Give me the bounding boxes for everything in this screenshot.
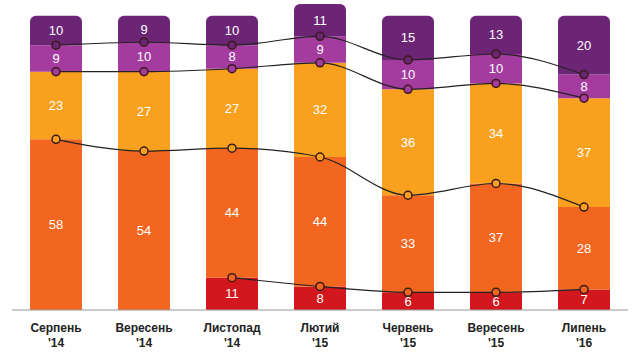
svg-text:11: 11: [225, 286, 239, 301]
svg-text:Вересень'14: Вересень'14: [115, 321, 172, 350]
svg-text:13: 13: [489, 27, 503, 42]
svg-text:Лютий'15: Лютий'15: [301, 321, 340, 350]
svg-text:32: 32: [313, 102, 327, 117]
svg-text:27: 27: [137, 104, 151, 119]
svg-text:36: 36: [401, 135, 415, 150]
svg-text:37: 37: [577, 145, 591, 160]
svg-text:Червень'15: Червень'15: [383, 321, 434, 350]
svg-text:10: 10: [401, 67, 415, 82]
svg-text:Листопад'14: Листопад'14: [203, 321, 260, 350]
svg-text:15: 15: [401, 30, 415, 45]
svg-text:28: 28: [577, 241, 591, 256]
svg-text:44: 44: [225, 205, 239, 220]
svg-text:10: 10: [49, 23, 63, 38]
svg-text:7: 7: [580, 292, 587, 307]
svg-text:54: 54: [137, 223, 151, 238]
svg-text:6: 6: [404, 294, 411, 309]
svg-text:20: 20: [577, 38, 591, 53]
svg-text:9: 9: [52, 51, 59, 66]
svg-text:8: 8: [580, 79, 587, 94]
svg-text:11: 11: [313, 13, 327, 28]
svg-text:27: 27: [225, 101, 239, 116]
svg-text:Липень'16: Липень'16: [562, 321, 606, 350]
svg-text:23: 23: [49, 98, 63, 113]
svg-text:6: 6: [492, 294, 499, 309]
svg-text:33: 33: [401, 236, 415, 251]
svg-text:10: 10: [137, 49, 151, 64]
svg-text:44: 44: [313, 214, 327, 229]
svg-text:10: 10: [225, 23, 239, 38]
svg-text:37: 37: [489, 230, 503, 245]
svg-text:10: 10: [489, 61, 503, 76]
svg-text:Вересень'15: Вересень'15: [467, 321, 524, 350]
svg-text:58: 58: [49, 217, 63, 232]
svg-text:8: 8: [228, 49, 235, 64]
svg-text:8: 8: [316, 291, 323, 306]
svg-text:Серпень'14: Серпень'14: [30, 321, 81, 350]
svg-text:9: 9: [316, 42, 323, 57]
svg-text:34: 34: [489, 126, 503, 141]
svg-text:9: 9: [140, 22, 147, 37]
